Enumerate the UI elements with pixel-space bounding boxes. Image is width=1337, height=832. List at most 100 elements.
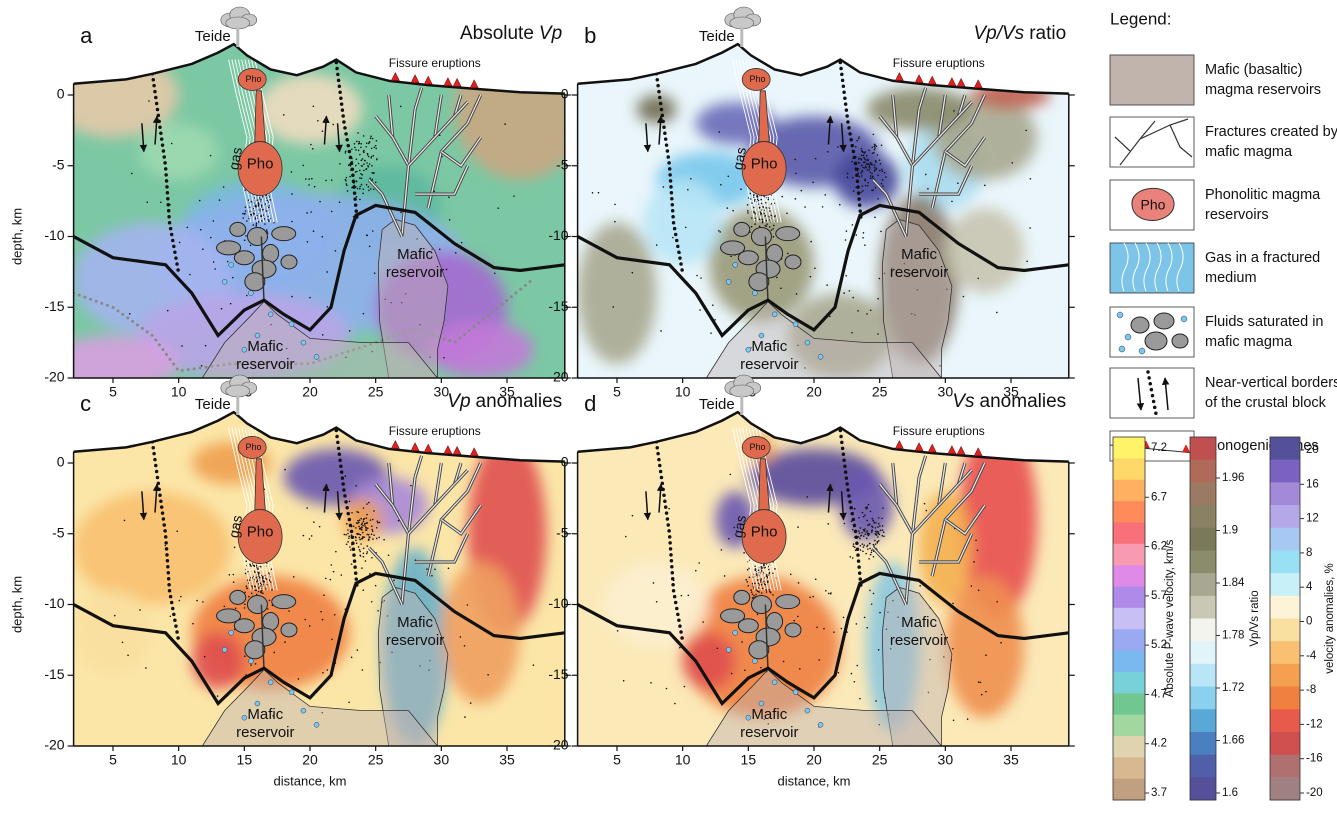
seismic-event (729, 474, 731, 476)
x-tick-label: 30 (434, 752, 450, 768)
seismic-event (685, 227, 687, 229)
seismic-event (768, 589, 770, 591)
y-tick-label: 0 (561, 454, 569, 470)
seismic-event (761, 199, 763, 201)
reservoir-label: Mafic (901, 614, 937, 631)
reservoir-label: Mafic (247, 338, 283, 355)
seismic-event (877, 198, 879, 200)
seismic-event (270, 581, 272, 583)
seismic-event (464, 645, 466, 647)
colorbar-band (1190, 732, 1216, 755)
panel-title: AbsoluteVp (460, 23, 562, 44)
seismic-event (349, 330, 351, 332)
seismic-event (750, 589, 752, 591)
fluid-drop (242, 715, 247, 720)
seismic-event (372, 538, 374, 540)
seismic-event (978, 589, 980, 591)
seismic-event (348, 701, 350, 703)
monogenic-cone (424, 444, 432, 452)
seismic-event (311, 178, 313, 180)
seismic-event (875, 527, 877, 529)
seismic-event (363, 150, 365, 152)
seismic-event (984, 185, 986, 187)
seismic-event (873, 545, 875, 547)
seismic-event (242, 217, 244, 219)
seismic-event (358, 150, 360, 152)
seismic-event (876, 531, 878, 533)
seismic-event (717, 647, 719, 649)
seismic-event (875, 534, 877, 536)
seismic-event (755, 569, 757, 571)
seismic-event (752, 593, 754, 595)
seismic-event (866, 313, 868, 315)
seismic-event (868, 558, 870, 560)
seismic-event (1030, 178, 1032, 180)
seismic-event (369, 163, 371, 165)
colorbar-tick-label: 1.72 (1222, 682, 1244, 694)
seismic-event (867, 544, 869, 546)
seismic-event (592, 192, 594, 194)
seismic-event (762, 588, 764, 590)
fluid-drop (301, 708, 306, 713)
anomaly (840, 470, 893, 541)
seismic-event (189, 274, 191, 276)
seismic-event (927, 188, 929, 190)
fissure-label: Fissure eruptions (893, 424, 985, 438)
seismic-event (864, 514, 866, 516)
seismic-event (860, 527, 862, 529)
seismic-event (313, 230, 315, 232)
seismic-event (871, 173, 873, 175)
seismic-event (632, 272, 634, 274)
seismic-event (862, 512, 864, 514)
seismic-event (256, 222, 258, 224)
seismic-event (494, 272, 496, 274)
seismic-event (258, 587, 260, 589)
seismic-event (747, 204, 749, 206)
x-tick-label: 35 (499, 752, 515, 768)
seismic-event (870, 162, 872, 164)
seismic-event (880, 163, 882, 165)
legend-item: PhoPhonolitic magmareservoirs (1110, 180, 1321, 230)
seismic-event (856, 665, 858, 667)
colorbar-band (1113, 565, 1145, 587)
seismic-event (844, 523, 846, 525)
seismic-event (371, 533, 373, 535)
seismic-event (826, 284, 828, 286)
seismic-event (122, 641, 124, 643)
seismic-event (871, 531, 873, 533)
fluid-body (217, 609, 241, 623)
y-tick-label: 0 (561, 86, 569, 102)
seismic-event (776, 277, 778, 279)
seismic-event (859, 538, 861, 540)
seismic-event (881, 169, 883, 171)
seismic-event (370, 137, 372, 139)
y-tick-label: -20 (44, 369, 64, 385)
seismic-event (856, 140, 858, 142)
seismic-event (234, 547, 236, 549)
seismic-event (434, 569, 436, 571)
seismic-event (790, 574, 792, 576)
seismic-event (878, 540, 880, 542)
seismic-event (365, 146, 367, 148)
seismic-event (124, 520, 126, 522)
seismic-event (852, 529, 854, 531)
seismic-event (830, 592, 832, 594)
seismic-event (368, 186, 370, 188)
seismic-event (865, 159, 867, 161)
seismic-event (853, 190, 855, 192)
seismic-event (202, 601, 204, 603)
seismic-event (179, 242, 181, 244)
seismic-event (363, 135, 365, 137)
seismic-event (245, 206, 247, 208)
seismic-event (325, 180, 327, 182)
panel-letter: c (80, 391, 91, 416)
seismic-event (855, 146, 857, 148)
eruption-column (740, 395, 743, 415)
fluid-body (247, 596, 267, 614)
seismic-event (371, 525, 373, 527)
seismic-event (879, 170, 881, 172)
colorbar-band (1270, 732, 1300, 755)
fluid-drop (222, 647, 227, 652)
seismic-event (210, 237, 212, 239)
seismic-event (273, 652, 275, 654)
